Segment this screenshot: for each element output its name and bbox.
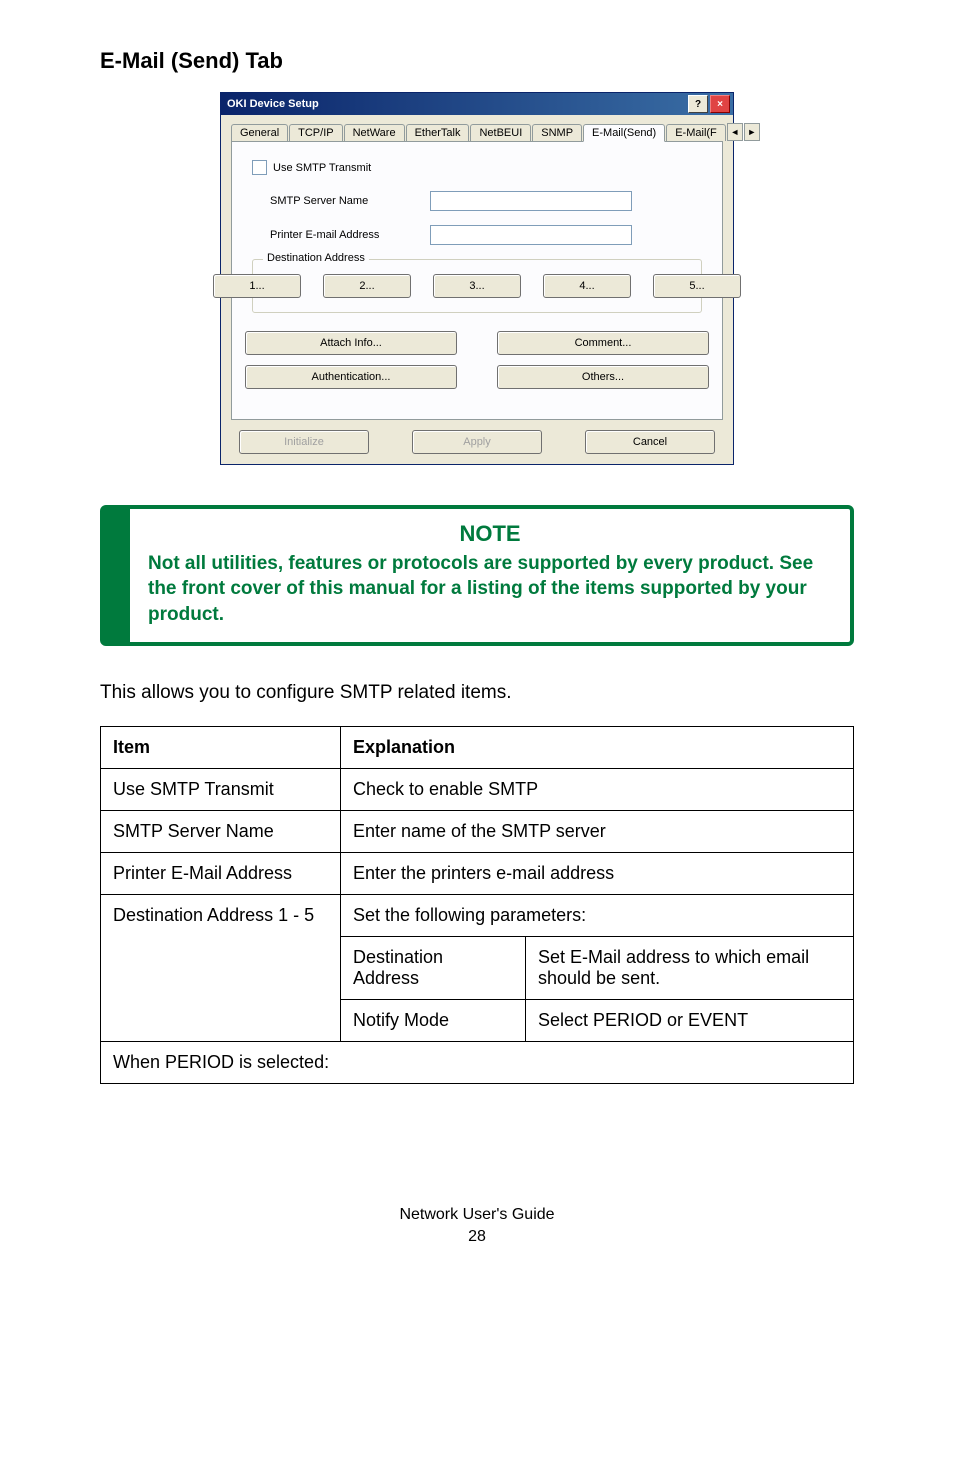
tab-scroll-left-icon[interactable]: ◄ [727,123,743,141]
cell-subitem: Destination Address [341,936,526,999]
tab-snmp[interactable]: SNMP [532,124,582,141]
dest-button-1[interactable]: 1... [213,274,301,298]
th-item: Item [101,726,341,768]
smtp-server-label: SMTP Server Name [270,195,430,207]
table-row: SMTP Server Name Enter name of the SMTP … [101,810,854,852]
cell-explanation: Set the following parameters: [341,894,854,936]
others-button[interactable]: Others... [497,365,709,389]
comment-button[interactable]: Comment... [497,331,709,355]
cell-explanation: Enter name of the SMTP server [341,810,854,852]
intro-text: This allows you to configure SMTP relate… [100,682,854,704]
note-stripe [104,509,130,642]
printer-email-label: Printer E-mail Address [270,229,430,241]
cell-subexplanation: Set E-Mail address to which email should… [526,936,854,999]
tab-email-f[interactable]: E-Mail(F [666,124,726,141]
footer-page: 28 [100,1226,854,1248]
initialize-button[interactable]: Initialize [239,430,369,454]
cell-subexplanation: Select PERIOD or EVENT [526,999,854,1041]
tab-general[interactable]: General [231,124,288,141]
table-row: Printer E-Mail Address Enter the printer… [101,852,854,894]
tabs-bar: General TCP/IP NetWare EtherTalk NetBEUI… [231,121,723,142]
help-icon[interactable]: ? [688,95,708,113]
titlebar: OKI Device Setup ? × [221,93,733,115]
destination-address-group: Destination Address 1... 2... 3... 4... … [252,259,702,313]
oki-device-setup-dialog: OKI Device Setup ? × General TCP/IP NetW… [220,92,734,465]
section-title: E-Mail (Send) Tab [100,48,854,74]
note-title: NOTE [148,519,832,549]
cell-subitem: Notify Mode [341,999,526,1041]
use-smtp-checkbox[interactable] [252,160,267,175]
cell-item: Use SMTP Transmit [101,768,341,810]
parameter-table: Item Explanation Use SMTP Transmit Check… [100,726,854,1084]
cell-item: SMTP Server Name [101,810,341,852]
tab-tcpip[interactable]: TCP/IP [289,124,342,141]
cell-period: When PERIOD is selected: [101,1041,854,1083]
use-smtp-label: Use SMTP Transmit [273,162,371,174]
tab-netbeui[interactable]: NetBEUI [470,124,531,141]
cancel-button[interactable]: Cancel [585,430,715,454]
table-row: Destination Address 1 - 5 Set the follow… [101,894,854,936]
tab-scroll-right-icon[interactable]: ► [744,123,760,141]
dest-button-2[interactable]: 2... [323,274,411,298]
close-icon[interactable]: × [710,95,730,113]
th-explanation: Explanation [341,726,854,768]
table-row: When PERIOD is selected: [101,1041,854,1083]
cell-explanation: Check to enable SMTP [341,768,854,810]
cell-explanation: Enter the printers e-mail address [341,852,854,894]
dialog-title: OKI Device Setup [227,98,319,110]
cell-item: Destination Address 1 - 5 [101,894,341,1041]
cell-item: Printer E-Mail Address [101,852,341,894]
note-box: NOTE Not all utilities, features or prot… [100,505,854,646]
table-row: Use SMTP Transmit Check to enable SMTP [101,768,854,810]
smtp-server-input[interactable] [430,191,632,211]
apply-button[interactable]: Apply [412,430,542,454]
note-body: Not all utilities, features or protocols… [148,551,832,628]
dest-button-4[interactable]: 4... [543,274,631,298]
dest-button-3[interactable]: 3... [433,274,521,298]
tab-email-send[interactable]: E-Mail(Send) [583,124,665,142]
destination-group-title: Destination Address [263,252,369,264]
tab-netware[interactable]: NetWare [344,124,405,141]
attach-info-button[interactable]: Attach Info... [245,331,457,355]
dest-button-5[interactable]: 5... [653,274,741,298]
footer-title: Network User's Guide [100,1204,854,1226]
authentication-button[interactable]: Authentication... [245,365,457,389]
tab-ethertalk[interactable]: EtherTalk [406,124,470,141]
printer-email-input[interactable] [430,225,632,245]
